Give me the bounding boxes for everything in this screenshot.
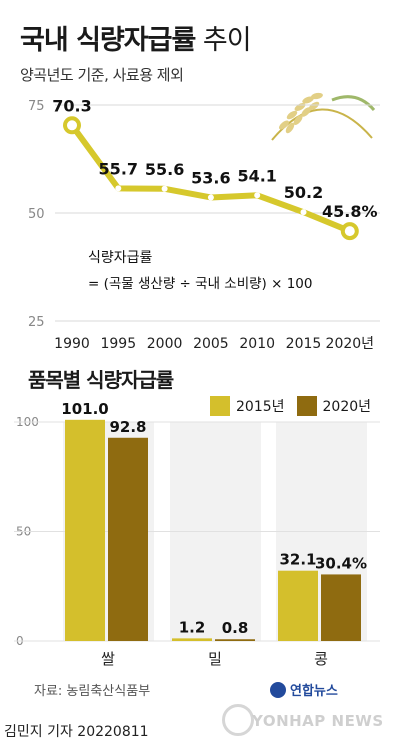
- bar-value-label: 0.8: [222, 619, 249, 637]
- line-value-label: 53.6: [191, 168, 230, 187]
- line-x-tick-label: 1995: [100, 336, 136, 352]
- yonhap-logo-text: 연합뉴스: [290, 684, 338, 699]
- legend-item-2020: 2020년: [296, 396, 372, 416]
- legend-label-2020: 2020년: [322, 399, 372, 415]
- bar-value-label: 92.8: [109, 418, 146, 436]
- line-value-label: 50.2: [284, 183, 323, 202]
- line-x-tick-label: 2000: [147, 336, 183, 352]
- bar-2015: [278, 570, 318, 641]
- line-value-label: 54.1: [237, 166, 276, 185]
- title-bold: 국내 식량자급률: [20, 25, 196, 56]
- yonhap-logo: 연합뉴스: [270, 680, 338, 699]
- line-point-endpoint: [340, 222, 359, 241]
- rice-stalk-icon: [271, 92, 376, 141]
- line-point: [254, 192, 261, 199]
- bar-category-label: 콩: [314, 650, 328, 668]
- line-point: [115, 185, 122, 192]
- bar-2020: [321, 574, 361, 641]
- formula-box: [78, 242, 346, 296]
- bar-category-label: 쌀: [101, 650, 115, 668]
- line-value-label: 70.3: [52, 96, 91, 115]
- bar-value-label: 32.1: [279, 551, 316, 569]
- bar-2020: [215, 639, 255, 641]
- line-x-tick-label: 2015: [286, 336, 322, 352]
- watermark-icon: [222, 704, 254, 736]
- bar-value-label: 101.0: [61, 400, 108, 418]
- bar-section-title: 품목별 식량자급률: [28, 368, 174, 392]
- line-x-tick-label: 1990: [54, 336, 90, 352]
- line-point: [161, 185, 168, 192]
- yonhap-logo-icon: [270, 681, 286, 698]
- line-point-endpoint: [63, 116, 81, 135]
- legend-label-2015: 2015년: [236, 399, 285, 415]
- line-x-tick-label: 2010: [239, 336, 275, 352]
- page-title: 국내 식량자급률 추이: [20, 18, 252, 57]
- line-y-tick-label: 25: [28, 315, 45, 330]
- legend-swatch-2020: [296, 396, 317, 416]
- line-value-label: 55.7: [99, 159, 138, 178]
- line-point: [300, 209, 307, 216]
- footer: [0, 710, 402, 750]
- bar-value-label: 1.2: [179, 618, 206, 636]
- line-point: [207, 194, 214, 201]
- subtitle: 양곡년도 기준, 사료용 제외: [20, 66, 184, 84]
- line-y-tick-label: 75: [28, 99, 45, 114]
- line-chart: 75 50 25 1990 1995 2000 2005 2010 2015 2020년 70.3 5…: [28, 96, 380, 352]
- legend-item-2015: 2015년: [210, 396, 285, 416]
- line-y-tick-label: 50: [28, 207, 45, 222]
- line-x-tick-label: 2005: [193, 336, 229, 352]
- bar-2020: [108, 437, 148, 641]
- watermark-text: YONHAP NEWS: [252, 712, 384, 730]
- line-x-tick-label: 2020년: [326, 336, 375, 352]
- formula-expression: = (곡물 생산량 ÷ 국내 소비량) × 100: [88, 276, 312, 292]
- reporter-credit: 김민지 기자 20220811: [4, 724, 149, 740]
- line-value-label: 55.6: [145, 160, 184, 179]
- line-value-label: 45.8%: [322, 202, 378, 221]
- formula-label: 식량자급률: [88, 250, 153, 266]
- bar-2015: [172, 638, 212, 641]
- legend-swatch-2015: [210, 396, 230, 416]
- bar-2015: [65, 419, 105, 641]
- source-note: 자료: 농림축산식품부: [34, 684, 151, 699]
- bar-category-label: 밀: [208, 650, 222, 668]
- bar-value-label: 30.4%: [315, 554, 367, 572]
- title-light: 추이: [202, 25, 252, 56]
- legend: 2015년 2020년: [210, 396, 383, 416]
